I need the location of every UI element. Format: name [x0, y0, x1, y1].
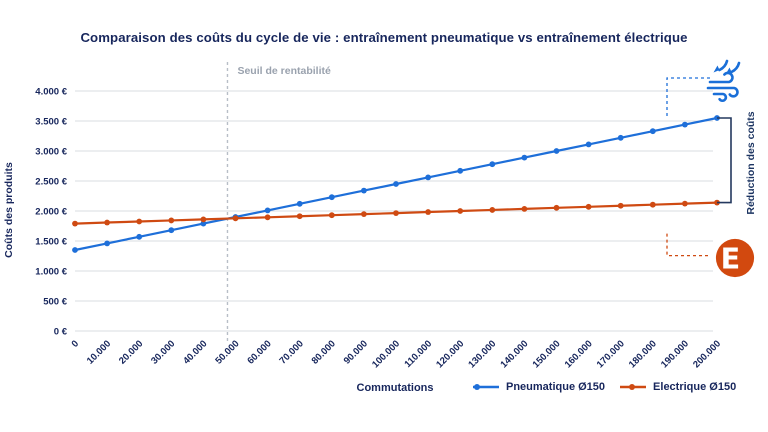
data-point: [168, 227, 175, 234]
data-point: [393, 181, 399, 187]
data-point: [264, 207, 271, 214]
data-point: [104, 219, 110, 226]
electric-connector: [666, 233, 710, 257]
data-point: [553, 148, 560, 154]
y-tick-label: 3.500 €: [35, 117, 67, 128]
x-tick-label: 170.000: [595, 338, 627, 370]
x-tick-label: 20.000: [117, 338, 145, 366]
data-point: [361, 187, 367, 194]
data-point: [617, 202, 624, 209]
legend-label: Pneumatique Ø150: [506, 381, 606, 393]
data-point: [457, 208, 464, 214]
pneumatic-connector: [666, 77, 712, 116]
y-tick-label: 1.000 €: [35, 267, 67, 278]
data-point: [104, 240, 110, 247]
data-point: [328, 212, 335, 219]
data-point: [521, 154, 528, 161]
data-point: [649, 201, 656, 208]
y-tick-label: 0 €: [54, 327, 68, 338]
breakeven-label: Seuil de rentabilité: [237, 65, 331, 77]
data-point: [264, 214, 271, 221]
data-point: [393, 210, 399, 217]
x-tick-label: 190.000: [659, 338, 691, 370]
y-tick-label: 4.000 €: [35, 87, 67, 98]
data-point: [200, 216, 207, 223]
electric-motor-icon: E: [714, 237, 756, 279]
data-point: [457, 167, 464, 174]
y-tick-label: 3.000 €: [35, 147, 67, 158]
x-tick-label: 60.000: [245, 338, 273, 366]
x-tick-label: 30.000: [149, 338, 177, 366]
x-axis-label: Commutations: [356, 382, 434, 394]
x-tick-label: 110.000: [403, 338, 435, 370]
data-point: [328, 194, 335, 201]
legend: Pneumatique Ø150 Electrique Ø150: [472, 381, 736, 393]
y-tick-label: 2.500 €: [35, 177, 67, 188]
data-point: [232, 215, 239, 222]
data-point: [682, 200, 688, 207]
data-point: [296, 200, 303, 207]
data-point: [489, 207, 496, 213]
data-point: [682, 121, 688, 128]
x-tick-label: 10.000: [85, 338, 113, 366]
legend-label: Electrique Ø150: [653, 381, 737, 393]
data-point: [425, 174, 431, 181]
y-tick-label: 1.500 €: [35, 237, 67, 248]
y-tick-label: 500 €: [43, 297, 67, 308]
x-tick-label: 140.000: [498, 338, 530, 370]
x-tick-label: 150.000: [531, 338, 563, 370]
x-tick-label: 70.000: [277, 338, 305, 366]
data-point: [617, 134, 624, 141]
x-tick-label: 200.000: [691, 338, 723, 370]
x-tick-label: 120.000: [434, 338, 466, 370]
legend-marker: [473, 384, 499, 390]
data-point: [585, 141, 592, 148]
data-point: [72, 247, 78, 253]
legend-item-electrique: Electrique Ø150: [619, 381, 736, 393]
data-point: [585, 203, 592, 210]
x-tick-label: 130.000: [466, 338, 498, 370]
x-tick-label: 180.000: [627, 338, 659, 370]
data-point: [361, 211, 367, 218]
data-point: [521, 206, 528, 212]
compressed-air-icon: [704, 56, 754, 106]
data-point: [649, 128, 656, 135]
x-tick-label: 160.000: [563, 338, 595, 370]
x-tick-label: 0: [70, 338, 82, 350]
cost-reduction-bracket: [717, 117, 732, 204]
data-point: [168, 217, 175, 224]
data-point: [489, 161, 496, 168]
svg-text:E: E: [721, 242, 741, 276]
legend-marker: [620, 384, 647, 390]
legend-item-pneumatique: Pneumatique Ø150: [472, 381, 605, 393]
x-tick-label: 80.000: [310, 338, 338, 366]
x-tick-label: 100.000: [370, 338, 402, 370]
data-point: [553, 204, 560, 211]
data-point: [136, 218, 143, 225]
x-tick-label: 90.000: [342, 338, 370, 366]
chart-title: Comparaison des coûts du cycle de vie : …: [80, 30, 688, 45]
data-point: [200, 220, 207, 227]
y-axis-label: Coûts des produits: [3, 162, 15, 258]
cost-reduction-label: Réduction des coûts: [745, 111, 757, 215]
data-point: [72, 220, 78, 227]
data-point: [136, 233, 143, 240]
y-tick-label: 2.000 €: [35, 207, 67, 218]
x-tick-label: 50.000: [213, 338, 241, 366]
data-point: [425, 209, 431, 215]
x-tick-label: 40.000: [181, 338, 209, 366]
data-point: [296, 213, 303, 220]
